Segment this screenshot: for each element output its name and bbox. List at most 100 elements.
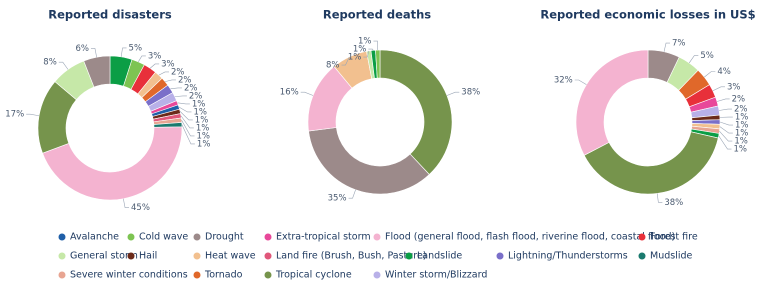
legend-item: Mudslide <box>638 251 693 262</box>
leader-line <box>446 91 460 96</box>
legend-marker <box>127 252 135 260</box>
legend-item: Land fire (Brush, Bush, Pasture) <box>264 251 427 262</box>
data-label: 1% <box>196 123 210 133</box>
legend-label: General storm <box>70 251 138 262</box>
leader-line <box>368 48 374 51</box>
legend-label: Tropical cyclone <box>275 270 352 281</box>
legend-marker <box>405 252 413 260</box>
data-label: 6% <box>75 44 89 54</box>
data-label: 8% <box>43 58 57 68</box>
data-label: 45% <box>131 203 150 213</box>
leader-line <box>341 56 350 66</box>
leader-line <box>120 47 127 57</box>
legend-label: Land fire (Brush, Bush, Pasture) <box>276 251 427 262</box>
legend-marker <box>127 233 135 241</box>
data-label: 1% <box>735 113 749 123</box>
leader-line <box>179 111 193 121</box>
data-label: 2% <box>732 94 746 104</box>
leader-line <box>719 126 733 134</box>
data-label: 1% <box>353 45 367 55</box>
data-label: 2% <box>189 91 203 101</box>
legend-label: Mudslide <box>650 251 693 262</box>
leader-line <box>58 61 69 70</box>
leader-line <box>712 86 725 92</box>
legend-item: Extra-tropical storm <box>264 232 371 243</box>
legend-label: Landslide <box>417 251 462 262</box>
chart-title: Reported economic losses in US$ <box>540 8 755 22</box>
data-label: 38% <box>664 198 683 208</box>
leader-line <box>718 135 732 150</box>
data-label: 3% <box>727 82 741 92</box>
legend-item: Tornado <box>193 270 243 281</box>
data-label: 5% <box>129 43 143 53</box>
slice <box>583 131 719 195</box>
leader-line <box>373 40 379 51</box>
legend-marker <box>264 233 272 241</box>
chart-title: Reported deaths <box>323 8 431 22</box>
leader-line <box>90 48 97 58</box>
data-label: 1% <box>197 139 211 149</box>
data-label: 1% <box>195 115 209 125</box>
legend-label: Tornado <box>204 270 243 281</box>
leader-line <box>123 198 130 208</box>
data-label: 1% <box>734 145 748 155</box>
slice <box>42 126 183 201</box>
chart-title: Reported disasters <box>48 8 172 22</box>
data-label: 1% <box>735 129 749 139</box>
legend-marker <box>264 271 272 279</box>
legend-label: Forest fire <box>650 232 698 243</box>
leader-line <box>704 71 716 78</box>
data-label: 17% <box>5 110 24 120</box>
legend-label: Hail <box>139 251 157 262</box>
leader-line <box>300 91 314 96</box>
leader-line <box>348 189 356 199</box>
slice <box>83 55 111 88</box>
legend-item: Winter storm/Blizzard <box>373 270 487 281</box>
legend-marker <box>58 252 66 260</box>
leader-line <box>574 79 587 85</box>
leader-line <box>663 42 671 52</box>
data-label: 38% <box>461 88 480 98</box>
legend-marker <box>638 233 646 241</box>
leader-line <box>719 108 732 111</box>
legend-marker <box>638 252 646 260</box>
leader-line <box>26 113 40 117</box>
legend-item: General storm <box>58 251 138 262</box>
legend-item: Heat wave <box>193 251 256 262</box>
legend-item: Avalanche <box>58 232 119 243</box>
leader-line <box>149 63 160 69</box>
legend-label: Cold wave <box>139 232 188 243</box>
legend-label: Heat wave <box>205 251 256 262</box>
legend-label: Drought <box>205 232 244 243</box>
legend-item: Hail <box>127 251 157 262</box>
slice <box>375 49 381 79</box>
leader-line <box>177 102 190 105</box>
leader-line <box>719 121 733 126</box>
legend-label: Avalanche <box>70 232 119 243</box>
legend-item: Drought <box>193 232 244 243</box>
legend-marker <box>58 233 66 241</box>
legend-item: Lightning/Thunderstorms <box>496 251 628 262</box>
data-label: 32% <box>554 76 573 86</box>
legend-marker <box>193 252 201 260</box>
legend-item: Cold wave <box>127 232 188 243</box>
data-label: 3% <box>161 59 175 69</box>
data-label: 35% <box>328 194 347 204</box>
leader-line <box>174 95 187 97</box>
data-label: 2% <box>184 83 198 93</box>
legend-marker <box>264 252 272 260</box>
leader-line <box>158 71 170 76</box>
leader-line <box>688 55 699 64</box>
data-label: 1% <box>735 121 749 131</box>
legend-item: Flood (general flood, flash flood, river… <box>373 232 675 243</box>
legend-label: Severe winter conditions <box>70 270 188 281</box>
legend-marker <box>373 271 381 279</box>
data-label: 2% <box>171 67 185 77</box>
data-label: 1% <box>197 131 211 141</box>
leader-line <box>165 79 176 82</box>
slice <box>379 49 453 175</box>
legend-marker <box>193 233 201 241</box>
leader-line <box>719 131 733 142</box>
slice <box>308 127 430 195</box>
